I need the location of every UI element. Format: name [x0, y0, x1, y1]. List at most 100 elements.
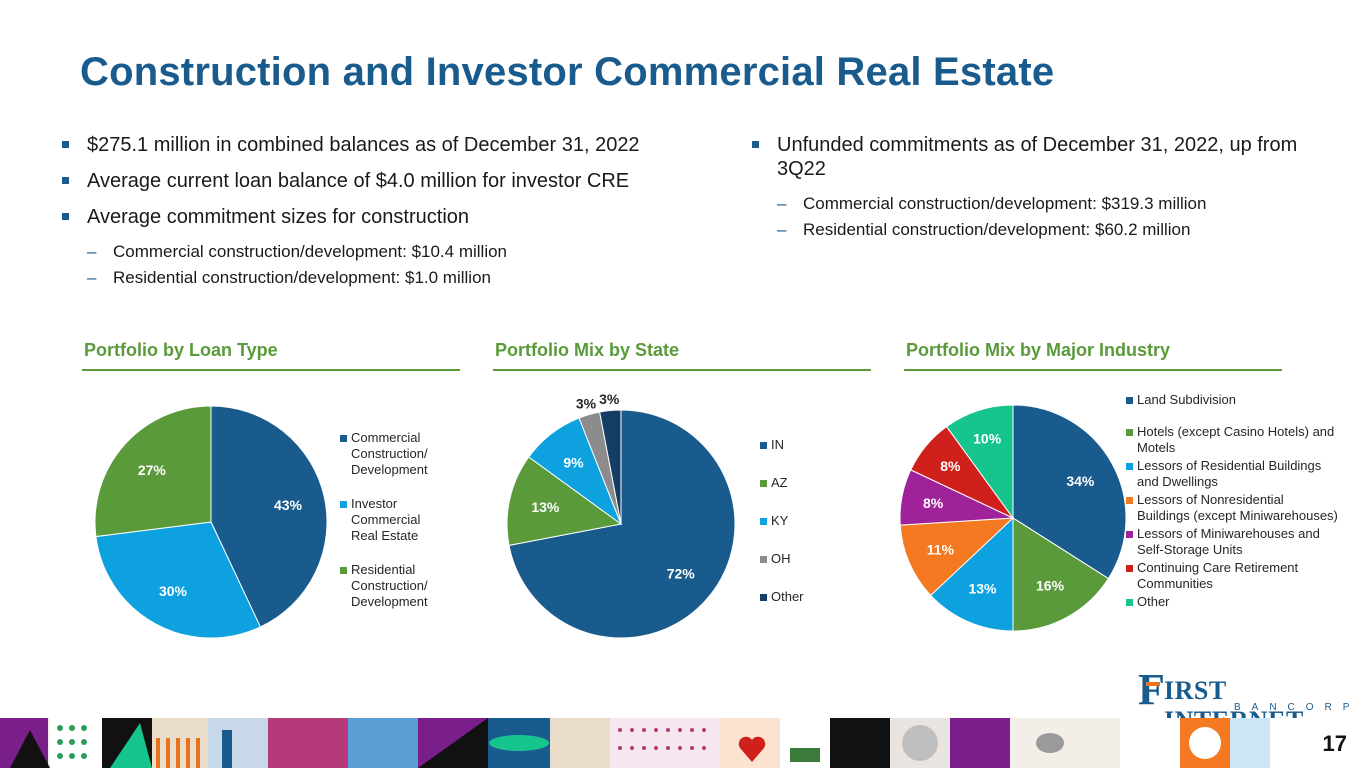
legend-swatch [340, 435, 347, 442]
legend-label: Motels [1137, 440, 1176, 455]
pie-slice [599, 409, 622, 525]
legend-swatch [760, 556, 767, 563]
legend-state: IN AZ KY OH Other [760, 437, 860, 627]
bullet-marker [62, 177, 69, 184]
legend-swatch [760, 518, 767, 525]
bullet-marker [62, 213, 69, 220]
legend-swatch [1126, 565, 1133, 572]
pie-slice [929, 516, 1014, 632]
sub-bullet-text: Commercial construction/development: $10… [113, 242, 508, 261]
legend-label: Commercial [351, 512, 421, 527]
legend-label: Real Estate [351, 528, 419, 543]
slice-label: 27% [138, 462, 167, 478]
sub-bullet-dash: – [777, 220, 787, 239]
sub-bullet-item: – Commercial construction/development: $3… [752, 193, 1342, 215]
slice-label: 10% [973, 430, 1002, 446]
company-logo: F IRST INTERNET BANCORP [1138, 665, 1349, 735]
legend-item: Lessors of Nonresidential Buildings (exce… [1126, 492, 1356, 524]
pie-slice [1012, 404, 1127, 580]
legend-label: Continuing Care Retirement [1137, 560, 1299, 575]
logo-subline: BANCORP [1234, 702, 1361, 713]
legend-item: OH [760, 551, 860, 567]
bullet-text: Unfunded commitments as of December 31, … [777, 134, 1298, 180]
page-number: 17 [1322, 731, 1347, 756]
bullet-marker [62, 141, 69, 148]
legend-item: AZ [760, 475, 860, 491]
legend-label: Self-Storage Units [1137, 542, 1243, 557]
legend-label: Hotels (except Casino Hotels) and [1137, 424, 1335, 439]
legend-label: Buildings (except Miniwarehouses) [1137, 508, 1338, 523]
legend-label: Lessors of Miniwarehouses and [1137, 526, 1320, 541]
slice-label: 72% [667, 565, 696, 581]
sub-bullet-item: – Commercial construction/development: $1… [62, 241, 742, 263]
slice-label: 3% [599, 391, 620, 407]
bullet-text: $275.1 million in combined balances as o… [87, 134, 640, 156]
sub-bullet-dash: – [87, 242, 97, 261]
slice-label: 8% [940, 458, 961, 474]
pie-slice [506, 456, 623, 546]
legend-swatch [1126, 531, 1133, 538]
legend-label: IN [771, 437, 784, 452]
chart-title-loan-type: Portfolio by Loan Type [82, 340, 460, 371]
legend-item: Continuing Care Retirement Communities [1126, 560, 1356, 592]
sub-bullet-text: Commercial construction/development: $31… [803, 194, 1207, 213]
legend-item: Lessors of Miniwarehouses and Self-Storag… [1126, 526, 1356, 558]
legend-item: Other [760, 589, 860, 605]
sub-bullet-dash: – [777, 194, 787, 213]
legend-label: Other [771, 589, 804, 604]
slice-label: 43% [274, 497, 303, 513]
sub-bullet-dash: – [87, 268, 97, 287]
bullet-text: Average current loan balance of $4.0 mil… [87, 170, 630, 192]
legend-label: KY [771, 513, 789, 528]
slice-label: 16% [1036, 577, 1065, 593]
legend-label: Land Subdivision [1137, 392, 1237, 407]
legend-item: Land Subdivision [1126, 392, 1356, 408]
pie-slice [1012, 517, 1110, 632]
pie-slice [95, 521, 262, 639]
legend-item: KY [760, 513, 860, 529]
legend-item: Other [1126, 594, 1356, 610]
legend-loan-type: Commercial Construction/Development Invest… [340, 430, 460, 628]
decorative-footer-strip [0, 718, 1365, 768]
legend-item: Investor Commercial Real Estate [340, 496, 460, 544]
bullet-marker [752, 141, 759, 148]
legend-swatch [1126, 397, 1133, 404]
legend-label: Commercial [351, 430, 421, 445]
pie-slice [508, 409, 736, 639]
slice-label: 34% [1066, 473, 1095, 489]
legend-label: Lessors of Nonresidential [1137, 492, 1284, 507]
legend-label: Residential [351, 562, 416, 577]
legend-item: Hotels (except Casino Hotels) and Motels [1126, 424, 1356, 456]
chart-title-state: Portfolio Mix by State [493, 340, 871, 371]
legend-industry: Land Subdivision Hotels (except Casino Ho… [1126, 392, 1356, 612]
slice-label: 30% [159, 583, 188, 599]
legend-swatch [340, 567, 347, 574]
logo-initial: F [1138, 665, 1165, 714]
pie-chart-loan-type: 43% 30% 27% [94, 405, 328, 639]
legend-label: and Dwellings [1137, 474, 1218, 489]
slice-label: 13% [968, 581, 997, 597]
sub-bullet-text: Residential construction/development: $6… [803, 220, 1191, 239]
bullet-list-left: $275.1 million in combined balances as o… [62, 133, 742, 292]
sub-bullet-item: – Residential construction/development: $… [752, 219, 1342, 241]
legend-label: OH [771, 551, 791, 566]
legend-swatch [1126, 497, 1133, 504]
legend-label: Development [351, 462, 428, 477]
pie-chart-industry: 34% 16% 13% 11% 8% 8% 10% [899, 404, 1127, 632]
slice-label: 13% [531, 499, 560, 515]
slice-label: 3% [576, 396, 597, 412]
legend-swatch [760, 594, 767, 601]
legend-item: Lessors of Residential Buildings and Dwel… [1126, 458, 1356, 490]
legend-label: Investor [351, 496, 398, 511]
bullet-item: Average current loan balance of $4.0 mil… [62, 169, 742, 193]
legend-item: Commercial Construction/Development [340, 430, 460, 478]
pie-slice [210, 405, 328, 628]
legend-swatch [1126, 599, 1133, 606]
legend-item: Residential Construction/Development [340, 562, 460, 610]
legend-label: Lessors of Residential Buildings [1137, 458, 1322, 473]
bullet-list-right: Unfunded commitments as of December 31, … [752, 133, 1342, 244]
pie-slice [94, 405, 212, 538]
pie-chart-state: 72% 13% 9% 3% 3% [506, 391, 736, 639]
logo-accent [1146, 682, 1160, 686]
slide-title: Construction and Investor Commercial Rea… [80, 50, 1055, 94]
